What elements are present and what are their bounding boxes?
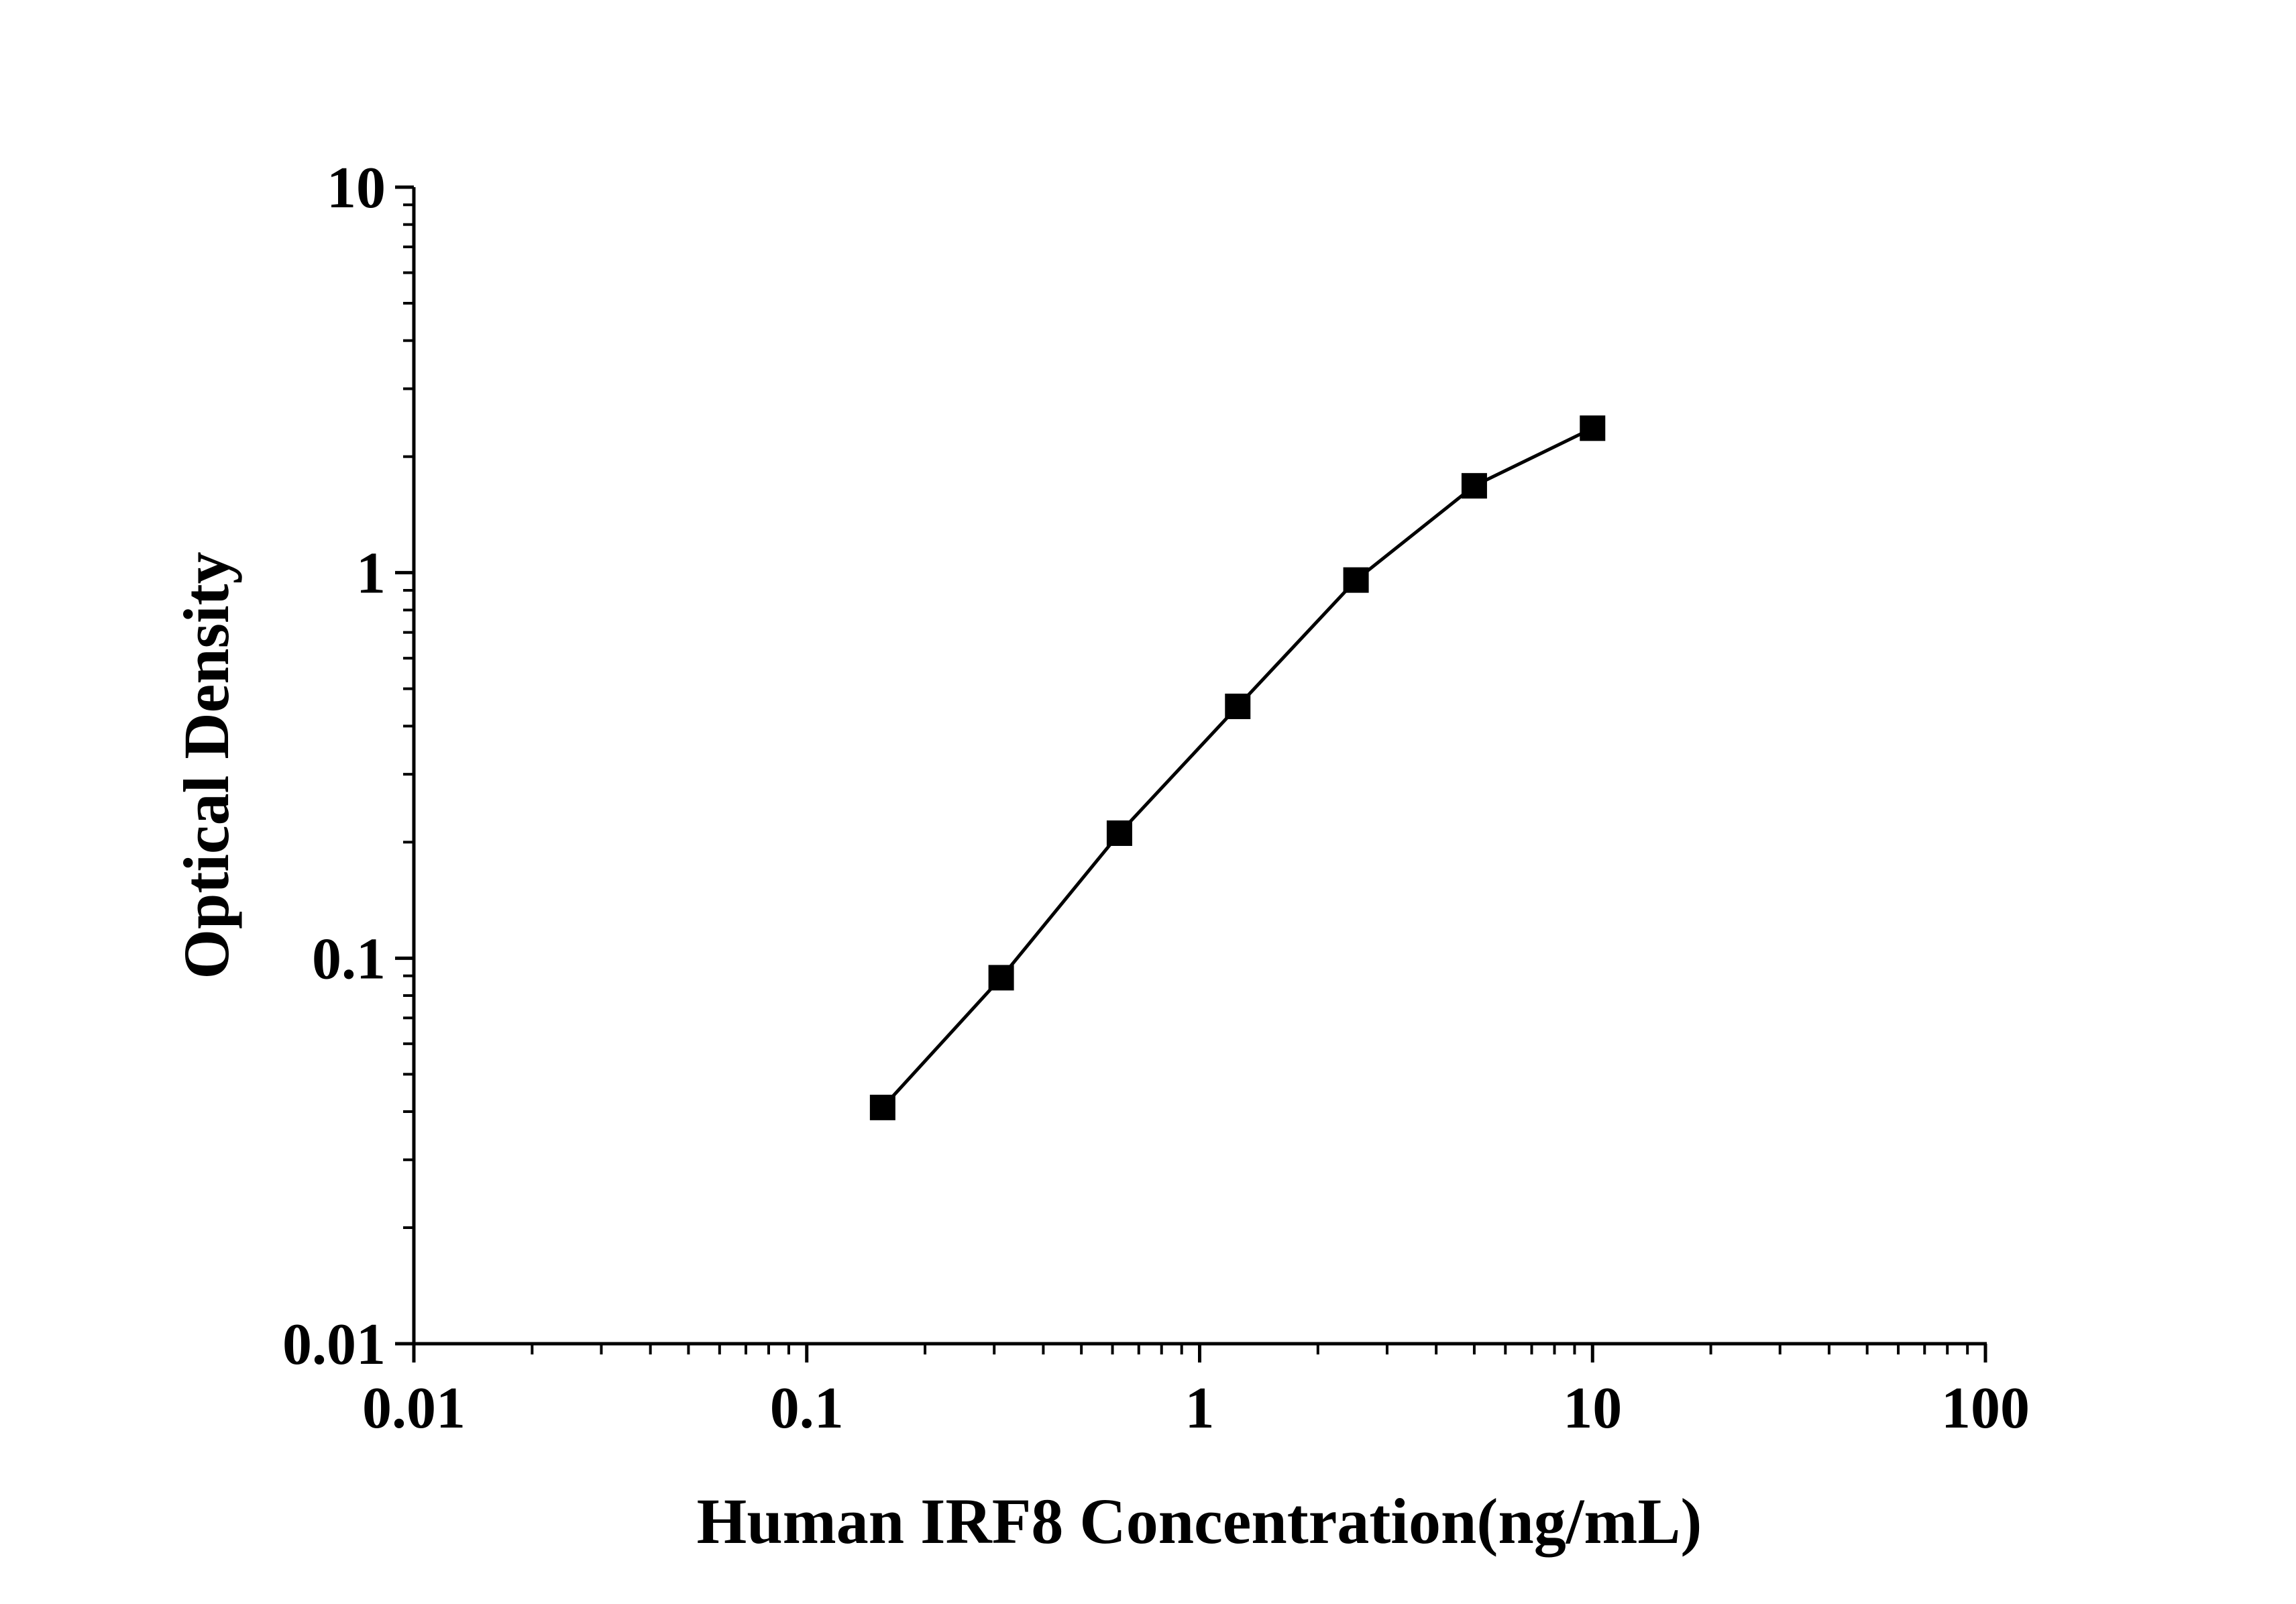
x-tick-label: 10 (1563, 1376, 1622, 1441)
x-tick-label: 0.01 (362, 1376, 466, 1441)
y-tick-label: 1 (356, 541, 386, 606)
y-tick-label: 0.1 (312, 926, 386, 992)
x-tick-label: 1 (1185, 1376, 1215, 1441)
axes: 0.01 0.1 1 10 100 0.01 0.1 1 10 (282, 156, 2030, 1441)
y-axis-title: Optical Density (170, 551, 242, 979)
data-point (1225, 693, 1251, 719)
plot-area (869, 415, 1606, 1120)
y-tick-label: 0.01 (282, 1312, 386, 1377)
data-point (1343, 567, 1369, 593)
data-point (1580, 415, 1606, 441)
data-point (1461, 473, 1487, 499)
y-tick-label: 10 (327, 156, 386, 221)
data-point (988, 965, 1014, 991)
x-axis-title: Human IRF8 Concentration(ng/mL) (697, 1485, 1702, 1557)
data-point (869, 1094, 895, 1120)
data-point (1106, 820, 1132, 846)
x-tick-label: 100 (1941, 1376, 2030, 1441)
series-line (881, 427, 1594, 1109)
x-tick-label: 0.1 (770, 1376, 844, 1441)
